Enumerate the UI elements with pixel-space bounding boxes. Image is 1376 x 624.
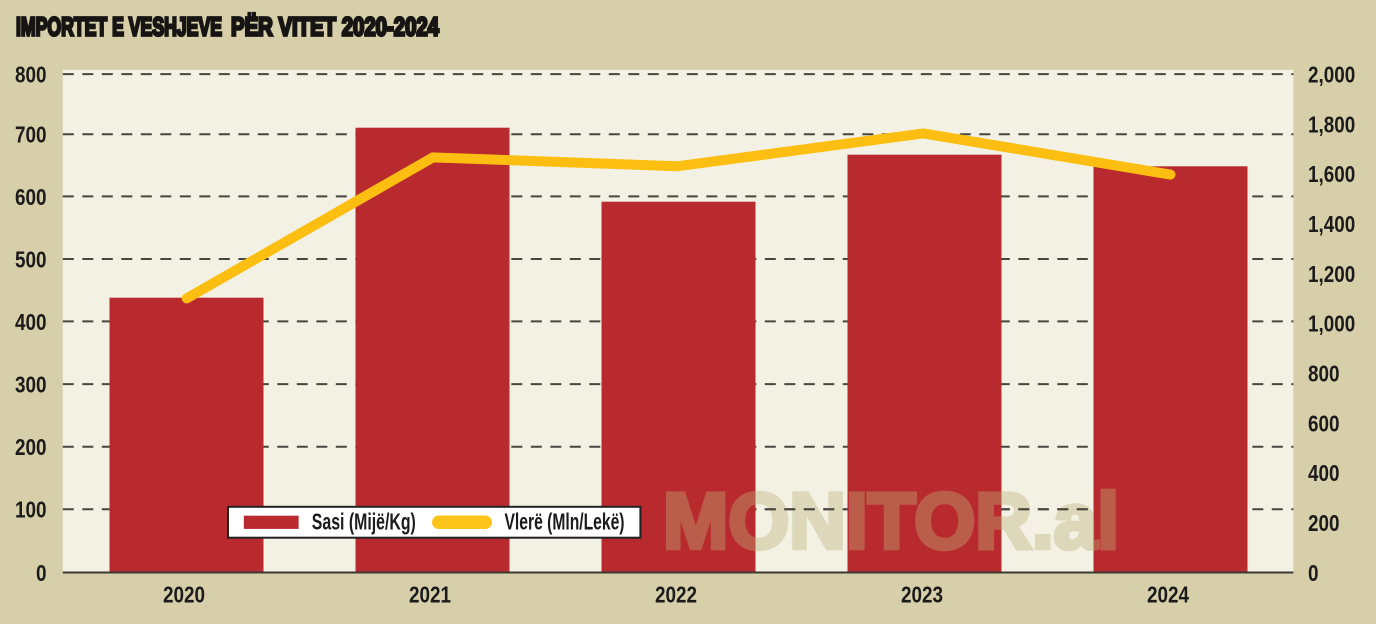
svg-text:2024: 2024 [1147,581,1189,607]
svg-text:2020: 2020 [163,581,205,607]
svg-text:2023: 2023 [901,581,943,607]
svg-text:1,600: 1,600 [1308,161,1355,187]
svg-text:PËR VITET 2020-2024: PËR VITET 2020-2024 [231,12,439,42]
svg-text:0: 0 [1308,560,1319,586]
svg-text:Vlerë (Mln/Lekë): Vlerë (Mln/Lekë) [505,509,625,535]
svg-text:600: 600 [1308,410,1340,436]
svg-text:800: 800 [1308,361,1340,387]
svg-text:1,800: 1,800 [1308,111,1355,137]
svg-text:800: 800 [15,62,47,88]
svg-text:600: 600 [15,184,47,210]
svg-text:1,000: 1,000 [1308,311,1355,337]
svg-text:200: 200 [15,434,47,460]
svg-text:0: 0 [36,560,47,586]
svg-text:1,200: 1,200 [1308,261,1355,287]
svg-text:300: 300 [15,372,47,398]
svg-text:2022: 2022 [655,581,697,607]
svg-text:400: 400 [1308,460,1340,486]
svg-text:Sasi (Mijë/Kg): Sasi (Mijë/Kg) [312,509,416,535]
svg-text:500: 500 [15,246,47,272]
svg-text:400: 400 [15,309,47,335]
svg-text:1,400: 1,400 [1308,211,1355,237]
svg-text:700: 700 [15,122,47,148]
svg-text:2,000: 2,000 [1308,61,1355,87]
svg-text:2021: 2021 [409,581,451,607]
svg-text:IMPORTET E VESHJEVE: IMPORTET E VESHJEVE [16,12,222,42]
svg-text:200: 200 [1308,510,1340,536]
svg-text:MONITOR.al: MONITOR.al [663,476,1119,565]
svg-text:100: 100 [15,497,47,523]
